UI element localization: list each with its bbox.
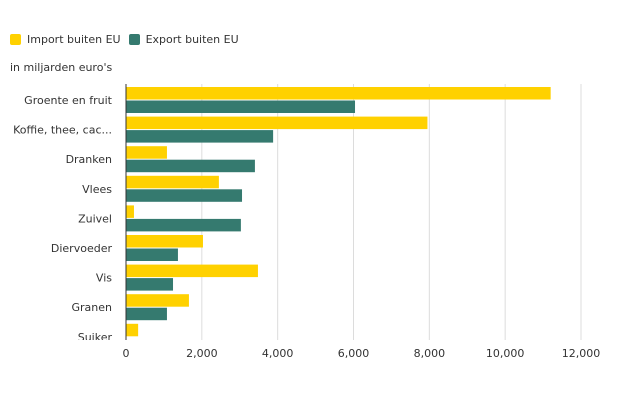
category-label: Koffie, thee, cac... [13,124,112,137]
bar-export[interactable] [126,307,167,321]
bar-import[interactable] [126,264,258,278]
x-tick-label: 0 [123,347,130,360]
legend-swatch-export [128,34,140,45]
bar-export[interactable] [126,130,274,143]
chart-subtitle: in miljarden euro's [10,61,113,74]
bar-export[interactable] [126,248,178,262]
bar-import[interactable] [126,323,139,337]
category-label: Groente en fruit [24,94,113,107]
x-tick-label: 2,000 [186,347,218,360]
category-label: Zuivel [78,212,112,225]
category-label: Diervoeder [51,242,113,255]
bar-export[interactable] [126,189,243,202]
x-tick-label: 10,000 [486,347,525,360]
bar-import[interactable] [126,205,134,218]
bar-export[interactable] [126,100,356,114]
legend-item-export[interactable]: Export buiten EU [128,33,239,46]
legend: Import buiten EU Export buiten EU [10,33,247,46]
bar-import[interactable] [126,294,189,307]
category-label: Granen [72,301,113,314]
legend-swatch-import [10,34,21,45]
category-label: Vis [96,272,112,285]
legend-label-import: Import buiten EU [27,33,121,46]
bar-import[interactable] [126,175,219,189]
x-tick-label: 4,000 [262,347,294,360]
bar-import[interactable] [126,146,167,159]
x-tick-label: 8,000 [414,347,446,360]
legend-item-import[interactable]: Import buiten EU [10,33,121,46]
legend-label-export: Export buiten EU [145,33,239,46]
category-label: Dranken [66,153,112,166]
bar-export[interactable] [126,278,174,291]
bar-import[interactable] [126,87,551,100]
bar-export[interactable] [126,218,241,232]
x-tick-label: 12,000 [562,347,601,360]
x-tick-label: 6,000 [338,347,370,360]
bar-import[interactable] [126,116,428,130]
bar-export[interactable] [126,159,255,173]
bar-import[interactable] [126,235,203,248]
category-label: Suiker [78,331,113,344]
category-label: Vlees [82,183,112,196]
